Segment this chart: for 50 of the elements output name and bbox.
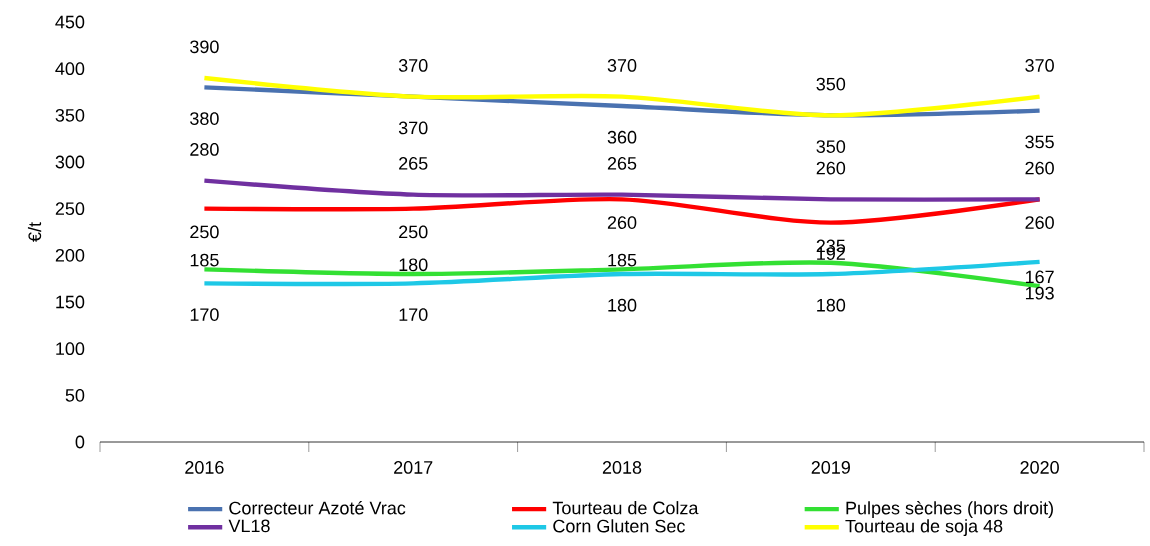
data-label: 350: [816, 77, 846, 91]
y-tick-label: 350: [55, 108, 85, 122]
y-tick-label: 0: [75, 435, 85, 449]
x-tick-label: 2017: [394, 461, 433, 474]
y-tick-label: 100: [56, 342, 85, 356]
data-label: 280: [190, 143, 219, 156]
data-label: 380: [190, 112, 219, 125]
y-tick-label: 150: [56, 295, 85, 309]
data-label: 170: [190, 308, 219, 321]
legend-label: VL18: [228, 519, 270, 533]
data-label: 185: [608, 253, 637, 267]
data-label: 250: [190, 225, 219, 239]
data-label: 260: [816, 161, 846, 175]
data-label: 360: [607, 130, 637, 144]
data-label: 260: [607, 216, 637, 229]
legend-label: Corn Gluten Sec: [553, 519, 685, 533]
y-tick-label: 300: [55, 155, 85, 169]
legend-label: Tourteau de Colza: [552, 501, 699, 515]
data-label: 167: [1025, 270, 1054, 284]
data-label: 180: [608, 298, 637, 312]
data-label: 180: [817, 298, 846, 312]
data-label: 180: [399, 258, 428, 272]
data-label: 370: [1025, 59, 1054, 72]
y-tick-label: 200: [55, 248, 85, 262]
legend-label: Tourteau de soja 48: [845, 519, 1003, 537]
legend-label: Pulpes sèches (hors droit): [846, 500, 1053, 518]
x-tick-label: 2020: [1020, 461, 1059, 474]
x-tick-label: 2019: [811, 461, 850, 474]
data-label: 193: [1025, 286, 1054, 300]
data-label: 350: [816, 140, 846, 153]
data-label: 370: [607, 59, 637, 72]
y-axis-title: €/t: [27, 222, 42, 242]
data-label: 170: [399, 308, 428, 321]
y-tick-label: 250: [55, 202, 85, 216]
data-label: 265: [399, 157, 428, 170]
data-label: 355: [1025, 135, 1054, 149]
legend-label: Correcteur Azoté Vrac: [229, 500, 406, 515]
data-label: 265: [607, 157, 637, 170]
data-label: 370: [398, 59, 428, 72]
data-label: 250: [399, 225, 428, 239]
y-tick-label: 450: [55, 15, 85, 29]
data-label: 390: [190, 40, 219, 54]
data-label: 260: [1025, 161, 1054, 175]
y-tick-label: 50: [65, 388, 85, 402]
data-label: 185: [190, 253, 219, 267]
data-label: 370: [398, 121, 428, 135]
y-tick-label: 400: [55, 62, 85, 76]
x-tick-label: 2018: [602, 461, 642, 474]
data-label: 260: [1025, 216, 1054, 229]
x-tick-label: 2016: [185, 461, 224, 474]
